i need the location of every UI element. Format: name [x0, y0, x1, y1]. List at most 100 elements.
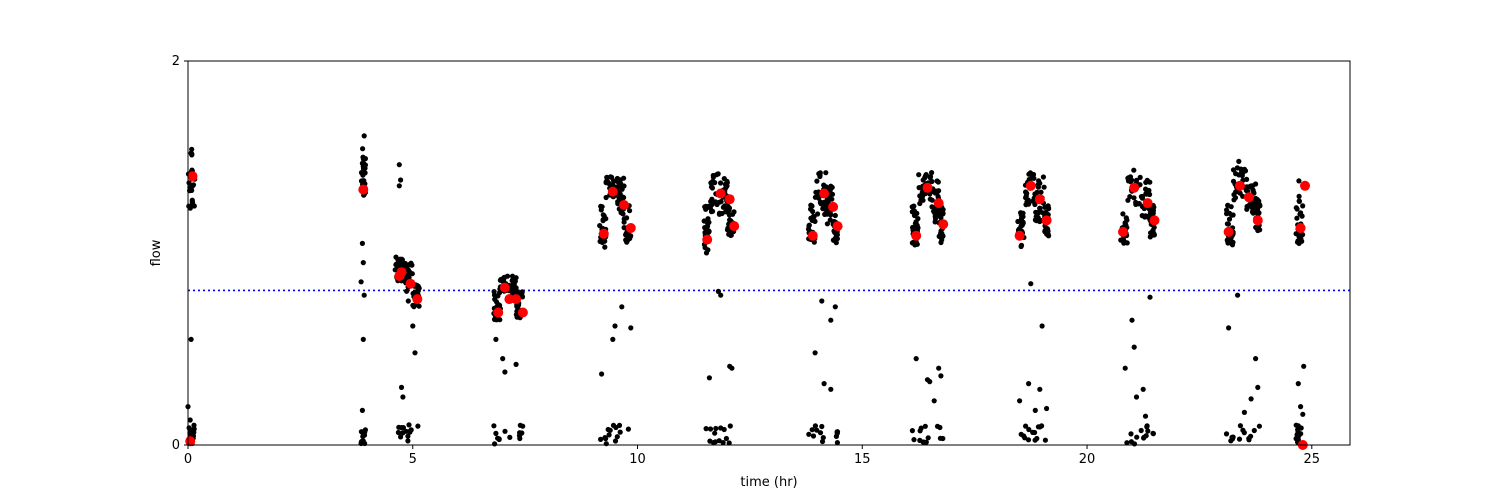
raw-point: [1230, 167, 1237, 173]
raw-point: [360, 336, 366, 342]
raw-point: [1253, 356, 1259, 362]
y-axis: 02: [172, 54, 188, 453]
raw-point: [405, 298, 411, 304]
mean-point: [493, 307, 504, 318]
mean-point: [933, 198, 944, 209]
raw-point: [1120, 211, 1126, 217]
raw-point: [502, 369, 508, 375]
raw-point: [604, 174, 610, 181]
raw-point: [728, 232, 734, 238]
raw-point: [1131, 195, 1137, 201]
raw-point: [923, 172, 929, 178]
raw-point: [1147, 294, 1153, 300]
raw-point: [708, 209, 715, 215]
raw-point: [510, 278, 517, 284]
raw-point: [405, 438, 411, 444]
raw-point: [491, 423, 497, 429]
raw-point: [1230, 178, 1237, 184]
raw-point: [1032, 217, 1038, 223]
raw-point: [520, 423, 526, 429]
raw-point: [398, 434, 404, 440]
raw-point: [1015, 218, 1021, 225]
raw-point: [600, 212, 606, 218]
raw-point: [1035, 424, 1041, 430]
raw-point: [817, 199, 824, 206]
mean-point: [819, 188, 830, 199]
raw-point: [718, 180, 724, 186]
mean-point: [405, 278, 416, 289]
raw-point: [392, 267, 398, 273]
raw-point: [1301, 363, 1307, 369]
raw-point: [936, 365, 942, 371]
mean-point: [729, 221, 740, 232]
mean-point: [922, 182, 933, 193]
raw-point: [911, 437, 917, 443]
raw-point: [1017, 398, 1023, 404]
raw-point: [618, 210, 624, 216]
mean-point: [511, 294, 522, 305]
raw-point: [628, 325, 634, 331]
raw-point: [909, 428, 916, 434]
raw-point: [603, 180, 609, 186]
raw-point: [190, 182, 197, 188]
raw-point: [936, 188, 942, 194]
raw-point: [1296, 193, 1302, 199]
y-tick-label: 0: [172, 438, 180, 453]
raw-point: [358, 279, 364, 285]
raw-point: [1125, 197, 1131, 203]
raw-point: [492, 296, 498, 302]
raw-point: [603, 216, 609, 222]
raw-point: [514, 314, 520, 320]
raw-point: [703, 426, 709, 432]
raw-point: [827, 196, 833, 202]
mean-point: [396, 267, 407, 278]
raw-point: [909, 209, 915, 215]
raw-point: [1045, 205, 1052, 211]
raw-point: [621, 219, 627, 225]
raw-point: [1032, 201, 1038, 208]
raw-point: [927, 379, 933, 385]
raw-point: [1295, 423, 1301, 429]
raw-point: [191, 422, 197, 428]
raw-point: [400, 394, 406, 400]
raw-point: [720, 440, 726, 446]
mean-point: [1118, 226, 1128, 237]
raw-point: [1035, 184, 1041, 190]
raw-point: [1228, 438, 1234, 444]
raw-point: [359, 240, 365, 246]
mean-point: [187, 171, 198, 182]
raw-point: [1236, 158, 1242, 164]
raw-point: [927, 175, 933, 181]
mean-point: [1014, 230, 1025, 241]
raw-point: [396, 162, 402, 168]
raw-point: [1244, 203, 1250, 210]
mean-point: [938, 219, 949, 230]
raw-point: [713, 425, 719, 432]
raw-point: [706, 229, 712, 235]
raw-point: [602, 244, 608, 250]
raw-point: [360, 432, 366, 438]
raw-point: [706, 219, 712, 225]
raw-point: [1150, 430, 1156, 436]
mean-point: [1129, 182, 1140, 193]
raw-point: [834, 440, 841, 446]
raw-point: [513, 361, 519, 367]
raw-point: [617, 429, 623, 435]
mean-point: [828, 201, 839, 212]
raw-point: [1131, 167, 1137, 173]
mean-point: [1243, 192, 1254, 203]
raw-point: [918, 425, 924, 431]
raw-point: [598, 207, 604, 213]
raw-point: [598, 436, 604, 442]
raw-point: [810, 433, 817, 439]
raw-point: [814, 178, 820, 184]
mean-point: [1223, 226, 1234, 237]
raw-point: [1296, 178, 1302, 184]
mean-point: [1300, 180, 1310, 191]
raw-point: [725, 203, 731, 209]
raw-point: [937, 424, 943, 431]
raw-point: [405, 433, 411, 439]
raw-point: [824, 221, 831, 227]
raw-point: [1298, 404, 1304, 410]
raw-point: [415, 423, 421, 429]
